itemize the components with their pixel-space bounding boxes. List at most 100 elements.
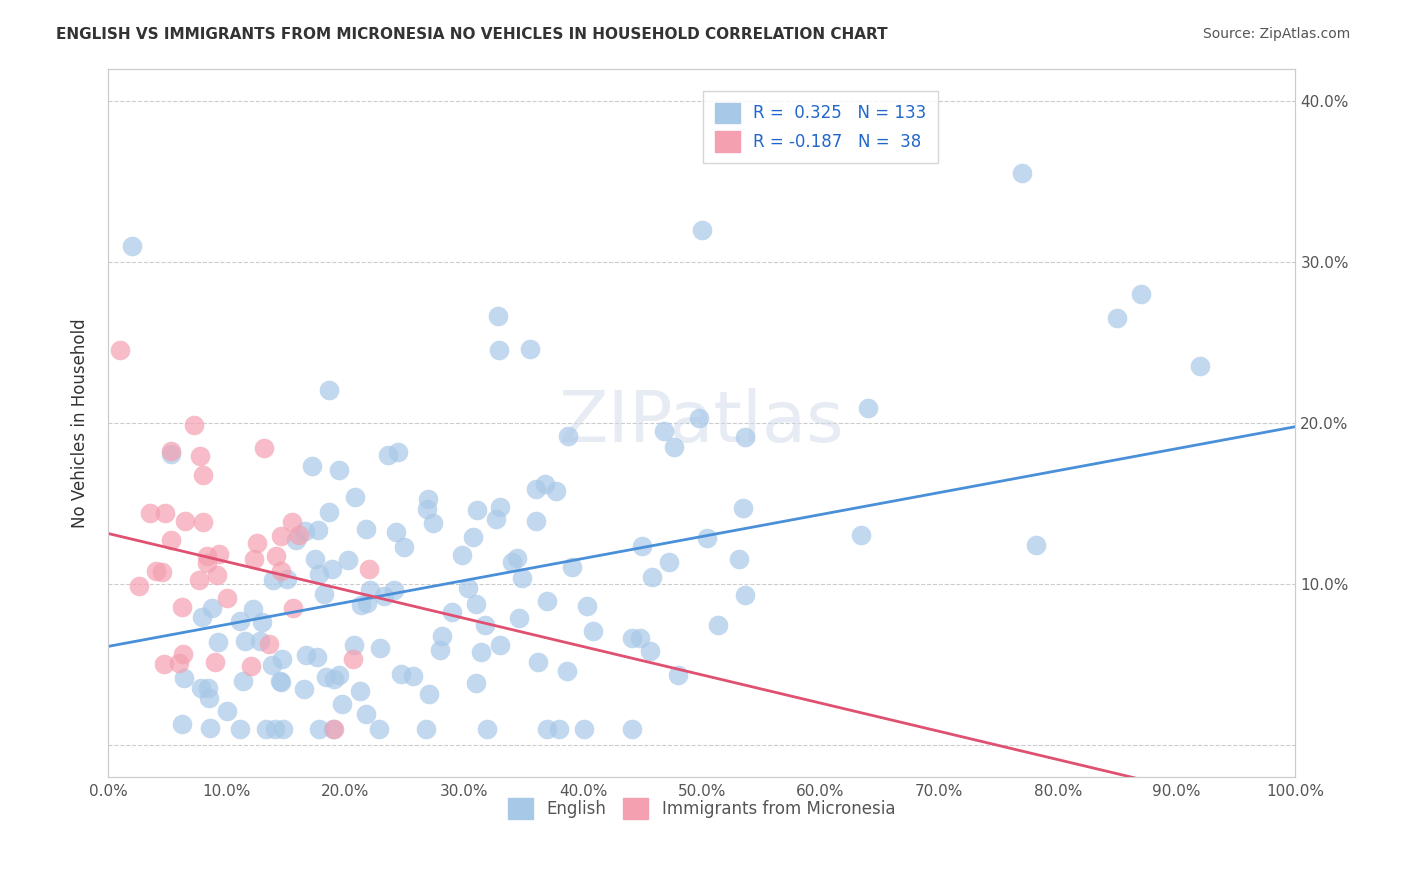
Point: [264, 722, 287, 736]
Point: [315, 670, 337, 684]
Point: [215, 591, 238, 605]
Point: [356, 596, 378, 610]
Legend: English, Immigrants from Micronesia: English, Immigrants from Micronesia: [502, 791, 901, 825]
Point: [283, 601, 305, 615]
Point: [308, 722, 330, 736]
Point: [308, 567, 330, 582]
Point: [153, 657, 176, 671]
Point: [475, 722, 498, 736]
Point: [301, 459, 323, 474]
Point: [342, 638, 364, 652]
Point: [139, 506, 162, 520]
Point: [690, 222, 713, 236]
Point: [246, 536, 269, 550]
Point: [474, 618, 496, 632]
Point: [572, 722, 595, 736]
Point: [440, 605, 463, 619]
Point: [557, 429, 579, 443]
Point: [457, 581, 479, 595]
Point: [546, 483, 568, 498]
Point: [359, 582, 381, 597]
Point: [354, 707, 377, 722]
Point: [295, 648, 318, 662]
Point: [470, 644, 492, 658]
Point: [392, 541, 415, 555]
Point: [1130, 286, 1153, 301]
Point: [1107, 311, 1129, 326]
Point: [384, 582, 406, 597]
Point: [205, 568, 228, 582]
Point: [167, 657, 190, 671]
Point: [322, 722, 344, 736]
Point: [416, 502, 439, 516]
Point: [292, 681, 315, 696]
Point: [266, 549, 288, 564]
Point: [159, 447, 181, 461]
Point: [620, 631, 643, 645]
Point: [321, 562, 343, 576]
Point: [524, 482, 547, 496]
Point: [707, 617, 730, 632]
Point: [172, 647, 194, 661]
Point: [536, 722, 558, 736]
Point: [294, 524, 316, 538]
Point: [288, 528, 311, 542]
Point: [536, 594, 558, 608]
Point: [242, 601, 264, 615]
Point: [160, 444, 183, 458]
Point: [359, 562, 381, 576]
Point: [576, 599, 599, 613]
Point: [349, 684, 371, 698]
Point: [328, 668, 350, 682]
Point: [312, 587, 335, 601]
Point: [208, 547, 231, 561]
Point: [344, 491, 367, 505]
Point: [270, 652, 292, 666]
Point: [304, 552, 326, 566]
Point: [508, 610, 530, 624]
Point: [342, 651, 364, 665]
Point: [734, 430, 756, 444]
Point: [201, 601, 224, 615]
Point: [377, 448, 399, 462]
Point: [328, 463, 350, 477]
Point: [418, 492, 440, 507]
Point: [145, 564, 167, 578]
Point: [429, 642, 451, 657]
Point: [188, 449, 211, 463]
Point: [257, 637, 280, 651]
Point: [195, 549, 218, 564]
Point: [281, 515, 304, 529]
Point: [519, 342, 541, 356]
Point: [368, 640, 391, 655]
Point: [337, 553, 360, 567]
Point: [108, 343, 131, 358]
Point: [190, 610, 212, 624]
Point: [630, 540, 652, 554]
Point: [668, 667, 690, 681]
Point: [354, 523, 377, 537]
Point: [128, 579, 150, 593]
Point: [486, 309, 509, 323]
Point: [1011, 166, 1033, 180]
Point: [254, 722, 277, 736]
Point: [270, 674, 292, 689]
Point: [430, 629, 453, 643]
Point: [464, 597, 486, 611]
Point: [270, 529, 292, 543]
Point: [232, 673, 254, 688]
Point: [1189, 359, 1212, 374]
Point: [229, 722, 252, 736]
Point: [652, 424, 675, 438]
Point: [233, 634, 256, 648]
Point: [465, 502, 488, 516]
Point: [307, 649, 329, 664]
Point: [422, 516, 444, 531]
Point: [641, 569, 664, 583]
Point: [195, 556, 218, 570]
Point: [385, 525, 408, 540]
Point: [488, 343, 510, 357]
Point: [318, 505, 340, 519]
Point: [501, 555, 523, 569]
Point: [193, 467, 215, 482]
